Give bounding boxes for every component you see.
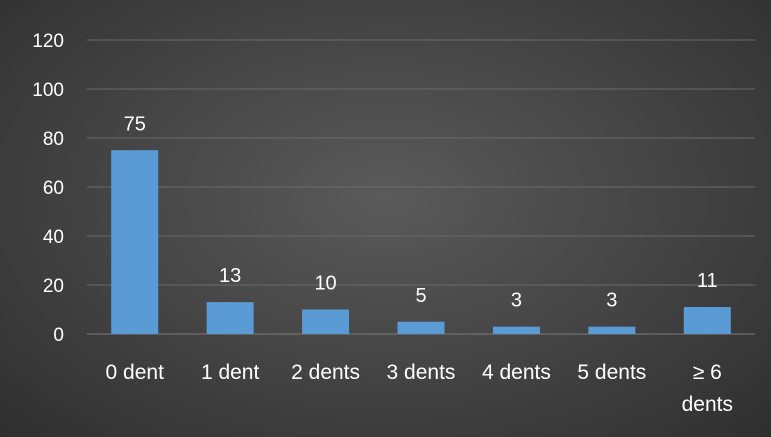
y-tick-label: 60 [43, 178, 64, 199]
bar [302, 309, 350, 334]
x-tick-label: 1 dent [201, 361, 260, 384]
x-tick-label: ≥ 6 dents [682, 361, 733, 416]
data-label: 75 [124, 113, 146, 135]
data-label: 11 [697, 270, 718, 292]
data-label: 5 [415, 285, 426, 307]
y-tick-label: 0 [53, 325, 64, 346]
y-tick-label: 40 [43, 227, 64, 248]
bar [111, 150, 159, 334]
bar [683, 307, 731, 334]
y-axis-ticks: 0 20 40 60 80 100 120 [32, 31, 64, 346]
data-label: 3 [606, 290, 617, 312]
bar [492, 326, 540, 334]
x-tick-label: 0 dent [106, 361, 165, 384]
y-tick-label: 20 [43, 276, 64, 297]
data-label: 13 [219, 265, 241, 287]
x-tick-label: 2 dents [291, 361, 360, 384]
bar [397, 321, 445, 334]
x-tick-label: 5 dents [577, 361, 646, 384]
x-axis-ticks: 0 dent 1 dent 2 dents 3 dents 4 dents 5 dents… [106, 361, 733, 416]
y-tick-label: 120 [32, 31, 64, 52]
bar [206, 302, 254, 334]
grid-layer [87, 39, 755, 335]
data-labels-layer: 75 13 10 5 3 3 11 [124, 113, 718, 311]
x-tick-label: 4 dents [482, 361, 551, 384]
y-tick-label: 100 [32, 80, 64, 101]
x-tick-label: 3 dents [387, 361, 456, 384]
y-tick-label: 80 [43, 129, 64, 150]
data-label: 10 [314, 273, 336, 295]
data-label: 3 [511, 290, 522, 312]
bar [588, 326, 636, 334]
bars-layer [111, 150, 731, 334]
